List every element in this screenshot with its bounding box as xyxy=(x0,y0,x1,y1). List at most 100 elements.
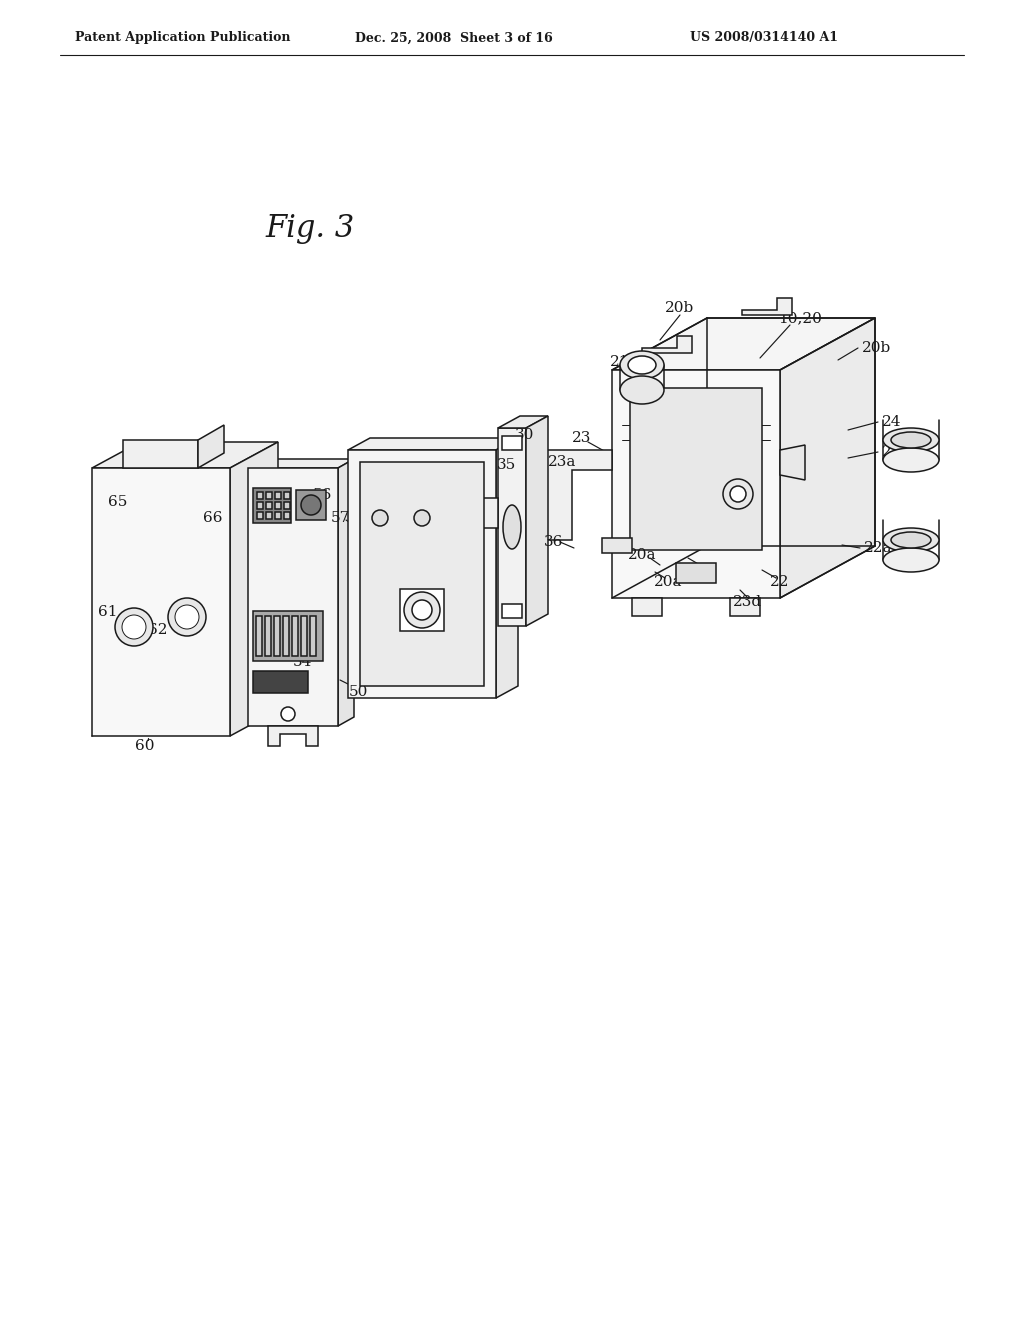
Text: 23c: 23c xyxy=(688,564,716,577)
Text: 24: 24 xyxy=(882,414,901,429)
Ellipse shape xyxy=(628,356,656,374)
Polygon shape xyxy=(498,416,548,428)
Polygon shape xyxy=(296,490,326,520)
Ellipse shape xyxy=(883,548,939,572)
Text: US 2008/0314140 A1: US 2008/0314140 A1 xyxy=(690,32,838,45)
Ellipse shape xyxy=(730,486,746,502)
Polygon shape xyxy=(612,318,874,370)
Polygon shape xyxy=(253,488,291,523)
Text: 35: 35 xyxy=(497,458,516,473)
Polygon shape xyxy=(348,438,518,450)
Polygon shape xyxy=(265,616,271,656)
Text: 20a: 20a xyxy=(653,576,682,589)
Polygon shape xyxy=(676,564,716,583)
Text: 20b: 20b xyxy=(862,341,891,355)
Polygon shape xyxy=(742,298,792,315)
Ellipse shape xyxy=(883,447,939,473)
Polygon shape xyxy=(292,616,298,656)
Polygon shape xyxy=(92,442,278,469)
Polygon shape xyxy=(496,438,518,698)
Text: 22: 22 xyxy=(770,576,790,589)
Text: 66: 66 xyxy=(203,511,223,525)
Polygon shape xyxy=(274,616,280,656)
Polygon shape xyxy=(632,598,662,616)
Polygon shape xyxy=(301,616,307,656)
Ellipse shape xyxy=(891,532,931,548)
Text: 10,20: 10,20 xyxy=(778,312,822,325)
Text: 23: 23 xyxy=(572,432,592,445)
Polygon shape xyxy=(642,337,692,352)
Polygon shape xyxy=(253,671,308,693)
Polygon shape xyxy=(266,512,272,519)
Polygon shape xyxy=(284,502,290,510)
Polygon shape xyxy=(780,318,874,598)
Text: 23a: 23a xyxy=(548,455,577,469)
Polygon shape xyxy=(310,616,316,656)
Ellipse shape xyxy=(122,615,146,639)
Polygon shape xyxy=(256,616,262,656)
Polygon shape xyxy=(257,492,263,499)
Text: 61: 61 xyxy=(98,605,118,619)
Polygon shape xyxy=(612,370,780,598)
Text: 20b: 20b xyxy=(666,301,694,315)
Text: 30: 30 xyxy=(515,428,535,442)
Polygon shape xyxy=(253,611,323,661)
Text: 56: 56 xyxy=(312,488,332,502)
Polygon shape xyxy=(730,598,760,616)
Ellipse shape xyxy=(168,598,206,636)
Polygon shape xyxy=(284,492,290,499)
Text: 60: 60 xyxy=(135,739,155,752)
Text: 50: 50 xyxy=(348,685,368,700)
Polygon shape xyxy=(526,416,548,626)
Text: 57: 57 xyxy=(331,511,349,525)
Polygon shape xyxy=(266,502,272,510)
Ellipse shape xyxy=(412,601,432,620)
Ellipse shape xyxy=(281,708,295,721)
Polygon shape xyxy=(257,502,263,510)
Polygon shape xyxy=(248,459,354,469)
Polygon shape xyxy=(198,425,224,469)
Polygon shape xyxy=(92,469,230,737)
Ellipse shape xyxy=(115,609,153,645)
Text: Patent Application Publication: Patent Application Publication xyxy=(75,32,291,45)
Polygon shape xyxy=(268,726,318,746)
Polygon shape xyxy=(275,502,281,510)
Text: 40: 40 xyxy=(366,502,385,515)
Text: 41: 41 xyxy=(428,615,447,630)
Text: 54: 54 xyxy=(292,655,311,669)
Ellipse shape xyxy=(891,432,931,447)
Polygon shape xyxy=(230,442,278,737)
Ellipse shape xyxy=(620,376,664,404)
Text: 62: 62 xyxy=(148,623,168,638)
Ellipse shape xyxy=(883,428,939,451)
Ellipse shape xyxy=(301,495,321,515)
Polygon shape xyxy=(498,428,526,626)
Ellipse shape xyxy=(404,591,440,628)
Polygon shape xyxy=(283,616,289,656)
Polygon shape xyxy=(360,462,484,686)
Ellipse shape xyxy=(620,351,664,379)
Polygon shape xyxy=(123,440,198,469)
Polygon shape xyxy=(248,469,338,726)
Polygon shape xyxy=(602,539,632,553)
Text: 55: 55 xyxy=(262,635,282,649)
Text: 23b: 23b xyxy=(882,445,911,459)
Polygon shape xyxy=(502,436,522,450)
Ellipse shape xyxy=(175,605,199,630)
Polygon shape xyxy=(275,512,281,519)
Polygon shape xyxy=(284,512,290,519)
Ellipse shape xyxy=(883,528,939,552)
Polygon shape xyxy=(400,589,444,631)
Polygon shape xyxy=(257,512,263,519)
Ellipse shape xyxy=(503,506,521,549)
Ellipse shape xyxy=(414,510,430,525)
Text: Fig. 3: Fig. 3 xyxy=(265,213,354,243)
Text: 21: 21 xyxy=(610,355,630,370)
Polygon shape xyxy=(630,388,762,550)
Text: Dec. 25, 2008  Sheet 3 of 16: Dec. 25, 2008 Sheet 3 of 16 xyxy=(355,32,553,45)
Polygon shape xyxy=(348,450,496,698)
Text: 65: 65 xyxy=(109,495,128,510)
Text: 23d: 23d xyxy=(733,595,763,609)
Polygon shape xyxy=(266,492,272,499)
Polygon shape xyxy=(338,459,354,726)
